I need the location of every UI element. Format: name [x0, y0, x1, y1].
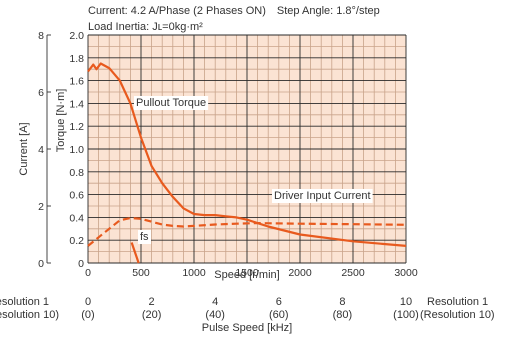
pulse-tick-label-res10: (20): [142, 309, 162, 321]
res1-left-label: Resolution 1: [0, 296, 49, 308]
y2-axis-title: Current [A]: [18, 122, 30, 175]
fs-label-bg: [138, 230, 152, 244]
x-tick-label: 2000: [288, 267, 312, 279]
pulse-tick-label: 4: [212, 296, 218, 308]
y-tick-label: 0.6: [69, 190, 84, 202]
x-tick-label: 1000: [182, 267, 206, 279]
fs-marker-line: [130, 242, 140, 264]
x-tick-label: 500: [132, 267, 150, 279]
res10-left-label: (Resolution 10): [0, 309, 59, 321]
y-tick-label: 0.8: [69, 167, 84, 179]
x-tick-label: 3000: [394, 267, 418, 279]
pulse-tick-label: 2: [149, 296, 155, 308]
y2-tick-label: 6: [38, 87, 44, 99]
y-tick-label: 1.2: [69, 121, 84, 133]
y-tick-label: 2.0: [69, 30, 84, 42]
y-tick-label: 0.2: [69, 235, 84, 247]
pulse-tick-label: 0: [85, 296, 91, 308]
res10-right-label: (Resolution 10): [420, 309, 495, 321]
fs-label: fs: [140, 231, 149, 243]
x-axis-title: Speed [r/min]: [214, 269, 279, 281]
x-tick-label: 1500: [235, 267, 259, 279]
pullout-torque-label-bg: [134, 96, 209, 110]
driver-input-current-line: [87, 216, 407, 247]
pulse-tick-label-res10: (0): [81, 309, 94, 321]
pulse-tick-label-res10: (40): [205, 309, 225, 321]
y-tick-label: 1.8: [69, 53, 84, 65]
pulse-tick-label: 10: [400, 296, 412, 308]
y-tick-label: 0.4: [69, 212, 84, 224]
y2-tick-label: 4: [38, 144, 44, 156]
driver-input-current-label-bg: [272, 189, 373, 203]
y-tick-label: 1.0: [69, 144, 84, 156]
x-tick-label: 0: [85, 267, 91, 279]
header-inertia: Load Inertia: Jʟ=0kg·m²: [88, 21, 203, 33]
y-tick-label: 1.4: [69, 98, 84, 110]
pulse-tick-label: 6: [276, 296, 282, 308]
x-tick-label: 2500: [341, 267, 365, 279]
y2-tick-label: 0: [38, 258, 44, 270]
y-axis-title: Torque [N·m]: [55, 89, 67, 153]
pulse-tick-label-res10: (60): [269, 309, 289, 321]
res1-right-label: Resolution 1: [427, 296, 488, 308]
pullout-torque-label: Pullout Torque: [136, 97, 206, 109]
pulse-tick-label-res10: (80): [333, 309, 353, 321]
pulse-speed-axis-title: Pulse Speed [kHz]: [202, 322, 293, 334]
driver-input-current-label: Driver Input Current: [274, 190, 371, 202]
header-conditions: Current: 4.2 A/Phase (2 Phases ON) Step …: [88, 5, 380, 17]
pulse-tick-label-res10: (100): [393, 309, 419, 321]
y2-tick-label: 2: [38, 201, 44, 213]
y-tick-label: 1.6: [69, 76, 84, 88]
y-tick-label: 0: [78, 258, 84, 270]
y2-tick-label: 8: [38, 30, 44, 42]
pulse-tick-label: 8: [339, 296, 345, 308]
